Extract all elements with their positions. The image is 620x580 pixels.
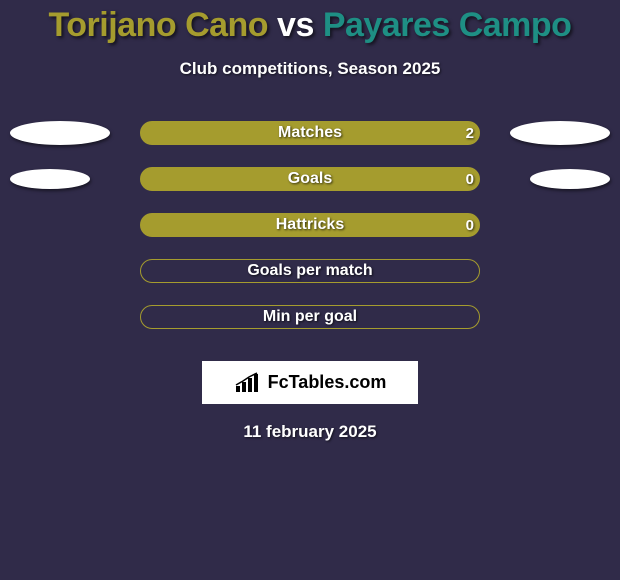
chart-icon bbox=[234, 372, 262, 394]
infographic-container: Torijano Cano vs Payares Campo Club comp… bbox=[0, 0, 620, 580]
stat-value: 0 bbox=[466, 168, 474, 191]
logo-box: FcTables.com bbox=[202, 361, 418, 404]
stat-value: 0 bbox=[466, 214, 474, 237]
stat-row: 0Hattricks bbox=[0, 213, 620, 259]
title-vs: vs bbox=[277, 6, 314, 44]
ellipse-left bbox=[10, 121, 110, 145]
bar-track bbox=[140, 259, 480, 283]
content-area: Torijano Cano vs Payares Campo Club comp… bbox=[0, 0, 620, 580]
stat-row: Min per goal bbox=[0, 305, 620, 351]
title-player2: Payares Campo bbox=[323, 6, 572, 44]
stat-value: 2 bbox=[466, 122, 474, 145]
bar-track: 2 bbox=[140, 121, 480, 145]
ellipse-right bbox=[530, 169, 610, 189]
bar-track: 0 bbox=[140, 167, 480, 191]
bar-track bbox=[140, 305, 480, 329]
ellipse-left bbox=[10, 169, 90, 189]
subtitle: Club competitions, Season 2025 bbox=[0, 59, 620, 79]
ellipse-right bbox=[510, 121, 610, 145]
stat-row: 0Goals bbox=[0, 167, 620, 213]
stat-row: 2Matches bbox=[0, 121, 620, 167]
stats-rows: 2Matches0Goals0HattricksGoals per matchM… bbox=[0, 121, 620, 351]
stat-row: Goals per match bbox=[0, 259, 620, 305]
bar-track: 0 bbox=[140, 213, 480, 237]
page-title: Torijano Cano vs Payares Campo bbox=[0, 6, 620, 45]
date-label: 11 february 2025 bbox=[0, 422, 620, 442]
title-player1: Torijano Cano bbox=[49, 6, 269, 44]
logo-text: FcTables.com bbox=[268, 372, 387, 393]
